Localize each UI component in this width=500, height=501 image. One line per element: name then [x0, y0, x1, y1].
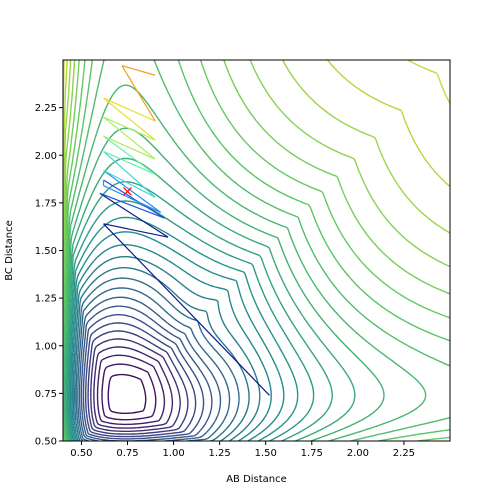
contour-level — [67, 200, 315, 441]
contour-level — [66, 181, 333, 441]
y-tick-label: 1.75 — [35, 198, 57, 209]
contour-level — [74, 267, 250, 441]
contour-level — [75, 277, 240, 441]
x-tick-label: 0.75 — [116, 448, 138, 459]
x-tick-label: 2.25 — [393, 448, 415, 459]
y-axis-label: BC Distance — [4, 220, 15, 281]
contour-lines — [63, 60, 450, 441]
y-tick-label: 1.00 — [35, 341, 57, 352]
contour-level — [90, 338, 181, 432]
trajectory-segment — [103, 116, 156, 160]
trajectory-segment — [103, 97, 156, 122]
trajectory-segment — [103, 185, 161, 213]
trajectory-segment — [121, 65, 156, 122]
x-tick-label: 1.50 — [255, 448, 277, 459]
x-tick-label: 1.25 — [209, 448, 231, 459]
y-axis-ticks: 0.50 0.75 1.00 1.25 1.50 1.75 2.00 2.25 — [35, 103, 63, 448]
contour-level — [63, 84, 427, 441]
contour-level — [80, 305, 213, 441]
x-axis-label: AB Distance — [226, 474, 287, 485]
trajectory-segment — [103, 150, 156, 175]
contour-level — [63, 60, 450, 272]
contour-level — [87, 330, 189, 435]
contour-level — [63, 60, 450, 239]
contour-level — [72, 256, 261, 441]
contour-level — [63, 60, 450, 441]
plot-frame — [62, 59, 451, 442]
contour-level — [78, 296, 222, 441]
trajectory-segment — [103, 169, 156, 198]
x-tick-label: 0.50 — [70, 448, 92, 459]
trajectory-segment — [103, 223, 169, 238]
x-axis-ticks: 0.50 0.75 1.00 1.25 1.50 1.75 2.00 2.25 — [70, 441, 415, 459]
trajectory-segment — [103, 223, 270, 396]
contour-level — [71, 244, 272, 441]
y-tick-label: 1.50 — [35, 246, 57, 257]
trajectory-segment — [103, 179, 165, 219]
trajectory-segment — [103, 150, 156, 198]
x-tick-label: 1.00 — [162, 448, 184, 459]
contour-level — [65, 157, 356, 441]
contour-level — [101, 363, 157, 421]
y-tick-label: 0.75 — [35, 389, 57, 400]
contour-level — [69, 231, 285, 441]
contour-level — [68, 216, 299, 441]
contour-level — [85, 322, 197, 438]
trajectory-marker — [123, 187, 132, 196]
contour-level — [93, 346, 174, 429]
trajectory-segment — [103, 97, 156, 141]
trajectory-segment — [103, 170, 162, 213]
y-tick-label: 0.50 — [35, 437, 57, 448]
contour-level — [77, 287, 231, 441]
trajectory-segment — [103, 135, 156, 160]
contour-level — [107, 373, 147, 414]
x-tick-label: 1.75 — [301, 448, 323, 459]
y-tick-label: 1.25 — [35, 294, 57, 305]
y-tick-label: 2.25 — [35, 103, 57, 114]
trajectory-segment — [103, 135, 156, 175]
y-tick-label: 2.00 — [35, 151, 57, 162]
trajectory-segment — [99, 192, 165, 219]
trajectory — [99, 65, 270, 396]
trajectory-segment — [121, 65, 156, 76]
contour-level — [82, 314, 205, 440]
x-tick-label: 2.00 — [347, 448, 369, 459]
contour-level — [63, 60, 450, 441]
contour-level — [96, 354, 166, 426]
trajectory-segment — [103, 116, 156, 141]
contour-level — [63, 127, 385, 441]
contour-level — [63, 60, 450, 441]
trajectory-segment — [99, 192, 169, 238]
